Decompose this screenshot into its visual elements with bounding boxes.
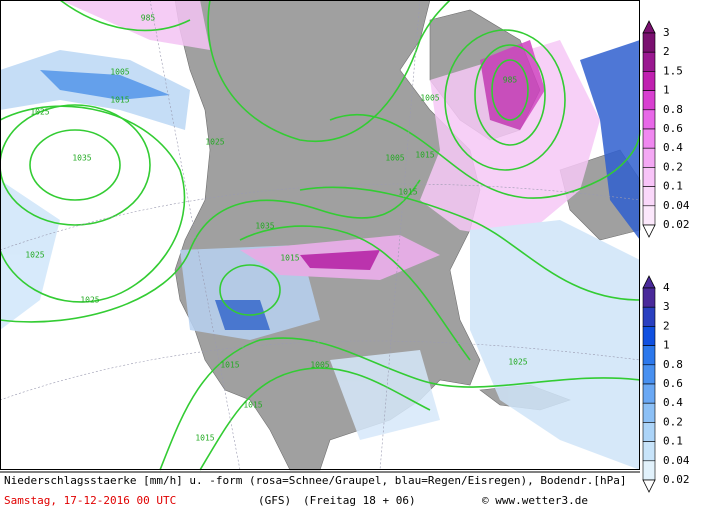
isobar-label: 1025 [205,138,224,147]
isobar-label: 1015 [243,401,262,410]
legend-label: 0.4 [663,141,683,154]
legend-swatch [642,128,656,149]
caption-run: (Freitag 18 + 06) [303,494,416,507]
isobar-label: 1005 [310,361,329,370]
isobar-label: 1025 [80,296,99,305]
isobar-label: 1035 [72,154,91,163]
isobar-label: 1005 [385,154,404,163]
map-frame [0,0,640,470]
isobar-label: 1035 [255,222,274,231]
legend-label: 3 [663,26,670,39]
caption-model: (GFS) [258,494,291,507]
isobars [0,0,641,471]
legend-swatch [642,441,656,462]
legend-label: 0.1 [663,180,683,193]
isobar-label: 1015 [195,434,214,443]
legend-label: 0.02 [663,218,690,231]
legend-swatch [642,306,656,327]
legend-swatch [642,51,656,72]
legend-label: 0.6 [663,122,683,135]
legend-swatch [642,147,656,168]
legend-swatch [642,422,656,442]
legend-swatch [642,287,656,308]
legend-swatch [642,205,656,226]
isobar-label: 1025 [30,108,49,117]
caption-description: Niederschlagsstaerke [mm/h] u. -form (ro… [4,474,627,487]
legend-swatch [642,383,656,404]
legend-label: 0.4 [663,396,683,409]
precipitation [0,0,640,470]
legend-label: 1 [663,84,670,97]
legend-swatch [642,167,656,187]
legend-label: 3 [663,300,670,313]
legend-arrow [642,479,656,493]
legend-label: 0.6 [663,377,683,390]
isobar-labels: 985 1005 1015 1025 1035 1025 1015 1005 985 1005 10… [25,14,527,443]
legend-label: 2 [663,319,670,332]
isobar-label: 1005 [110,68,129,77]
legend-label: 0.8 [663,103,683,116]
graticule [0,0,641,471]
legend-label: 0.04 [663,454,690,467]
legend-swatch [642,326,656,346]
legend-swatch [642,460,656,481]
legend-arrow [642,20,656,34]
isobar-label: 1015 [398,188,417,197]
isobar-label: 985 [141,14,156,23]
legend-label: 0.02 [663,473,690,486]
legend-swatch [642,186,656,207]
legend-label: 0.2 [663,160,683,173]
legend-swatch [642,109,656,130]
isobar-label: 1025 [508,358,527,367]
legend-arrow [642,275,656,289]
legend-swatch [642,402,656,423]
legend-arrow [642,224,656,238]
legend-swatch [642,90,656,111]
legend-label: 0.04 [663,199,690,212]
legend-label: 0.8 [663,358,683,371]
legend-label: 0.2 [663,415,683,428]
isobar-label: 1025 [25,251,44,260]
isobar-label: 985 [503,76,518,85]
isobar-label: 1015 [415,151,434,160]
legend-swatch [642,345,656,366]
caption-date: Samstag, 17-12-2016 00 UTC [4,494,176,507]
isobar-label: 1005 [420,94,439,103]
isobar-label: 1015 [220,361,239,370]
legend-label: 4 [663,281,670,294]
legend-swatch [642,71,656,91]
isobar-label: 1015 [280,254,299,263]
legend-swatch [642,364,656,385]
legend-label: 2 [663,45,670,58]
isobar-label: 1015 [110,96,129,105]
caption-credit: © www.wetter3.de [482,494,588,507]
legend-swatch [642,32,656,53]
legend-label: 1 [663,339,670,352]
legends: 3 2 1.5 1 0.8 0.6 0.4 0.2 0.1 0.04 0.02 4 3 2 1 0.8 0.6 0… [642,20,690,493]
legend-label: 0.1 [663,435,683,448]
legend-label: 1.5 [663,64,683,77]
